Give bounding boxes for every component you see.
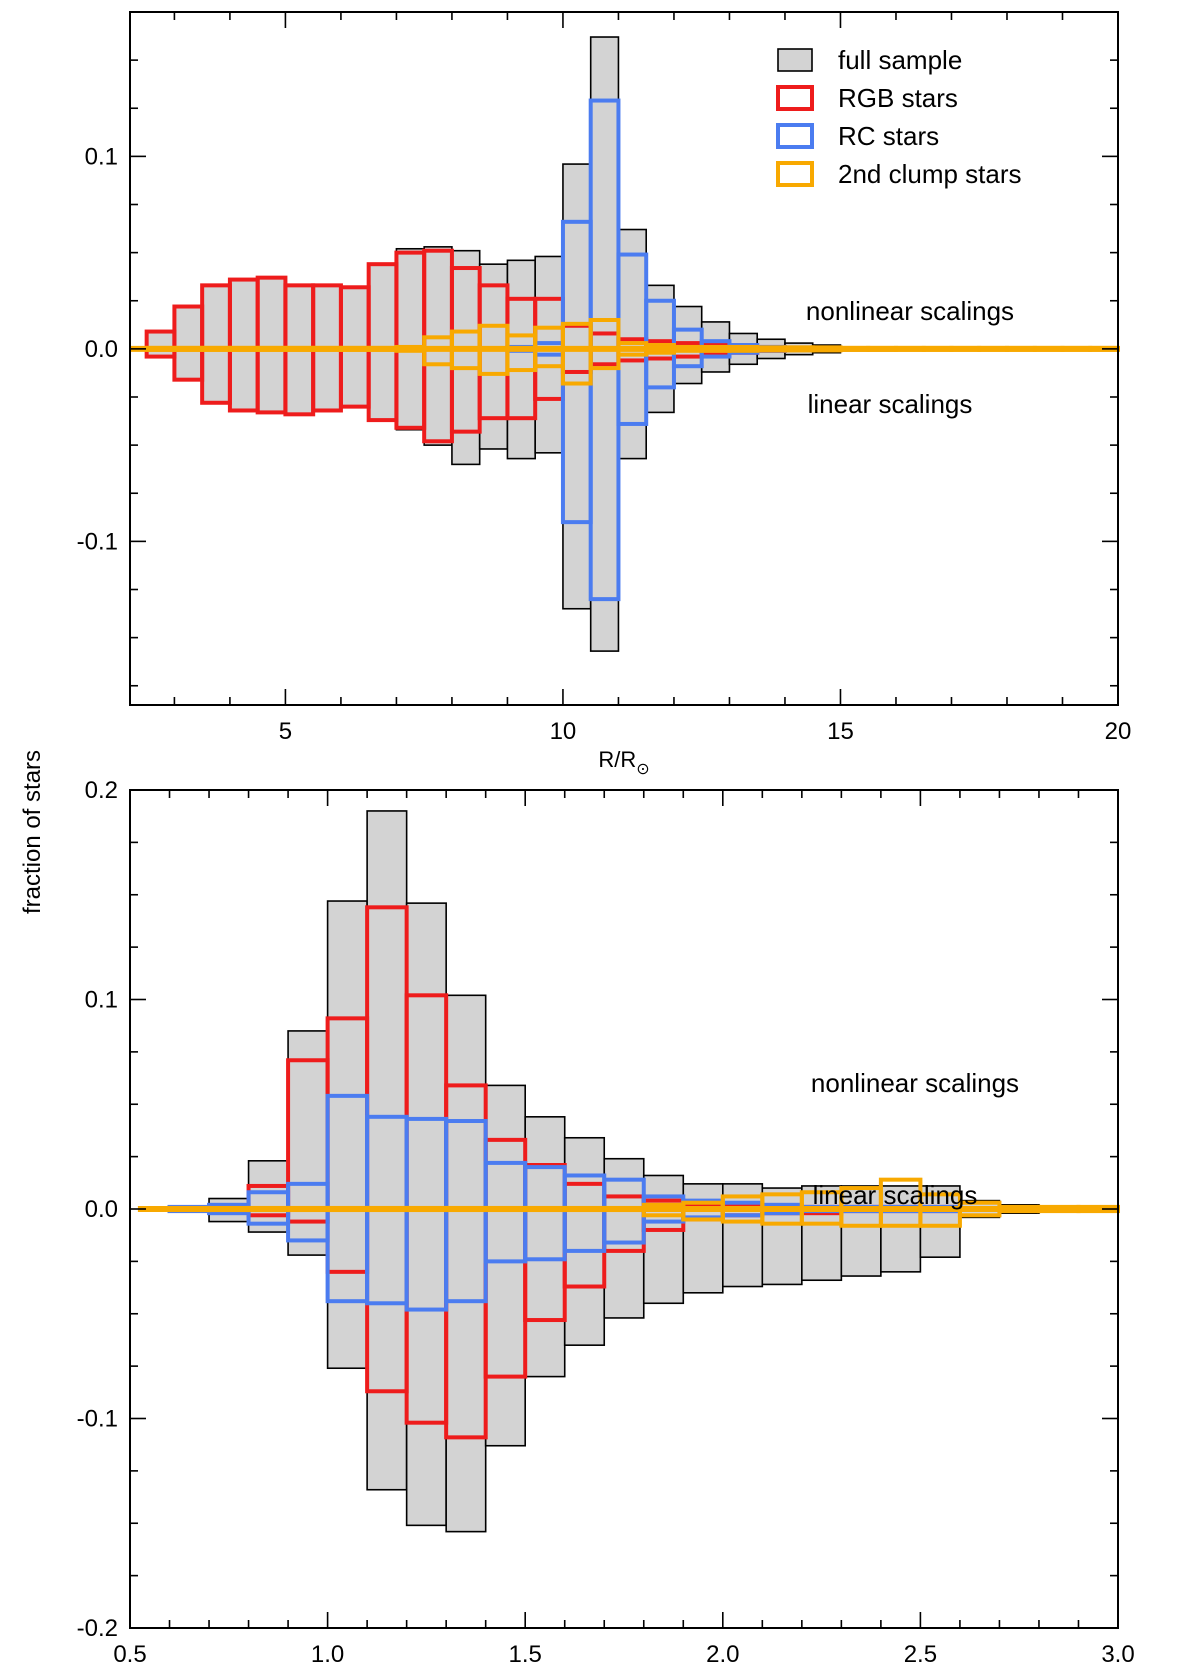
bar-full-sample-14 [721,1183,764,1288]
panel-mass-histogram: -0.2-0.10.00.10.20.51.01.52.02.53.0M/M⊙n… [77,777,1135,1665]
legend-swatch-0 [777,48,813,72]
bar-full-sample-0 [145,330,176,358]
ytick-label: -0.1 [77,1406,118,1433]
bar-full-sample-1 [173,305,203,381]
annotation-linear-mass: linear scalings [813,1180,978,1210]
bar-full-sample-11 [451,249,481,466]
bar-full-sample-12 [478,263,509,450]
shared-y-axis-label: fraction of stars [19,750,46,914]
bar-full-sample-16 [589,36,620,652]
bar-full-sample-5 [366,810,408,1491]
ytick-label: 0.0 [85,336,118,363]
bar-full-sample-2 [247,1160,289,1233]
series-2nd-clump-stars-radius [130,318,1121,386]
bar-full-sample-4 [256,276,287,414]
bar-full-sample-15 [761,1187,803,1286]
xtick-label: 20 [1105,718,1132,745]
bar-full-sample-13 [506,259,536,460]
bar-full-sample-11 [603,1157,645,1319]
legend-label-0: full sample [838,45,962,75]
xtick-label: 1.0 [311,1641,344,1665]
bar-full-sample-3 [229,278,259,412]
bar-full-sample-9 [524,1116,566,1378]
legend-swatch-2 [776,123,814,149]
ytick-label: 0.1 [85,143,118,170]
xtick-label: 0.5 [113,1641,146,1665]
bar-full-sample-9 [395,247,425,431]
series-full-sample-mass [168,810,1119,1533]
bars-radius [130,36,1121,652]
ytick-label: 0.1 [85,987,118,1014]
ytick-label: -0.2 [77,1615,118,1642]
annotation-nonlinear-mass: nonlinear scalings [811,1068,1019,1098]
panel-radius-histogram: -0.1 0.0 0.1 5 10 15 20 R/R⊙ nonlinear scalings l… [77,11,1132,778]
bar-full-sample-10 [563,1136,606,1346]
xtick-label: 10 [550,718,577,745]
legend-label-1: RGB stars [838,83,958,113]
bar-full-sample-4 [326,900,368,1370]
bar-full-sample-15 [562,163,592,610]
legend-swatch-1 [776,85,814,111]
xtick-label: 1.5 [509,1641,542,1665]
ytick-label: 0.0 [85,1196,118,1223]
x-axis-label-radius: R/R⊙ [598,747,649,778]
annotation-linear-radius: linear scalings [808,389,973,419]
bar-full-sample-2 [201,284,231,404]
legend-swatch-3 [776,161,814,187]
bars-mass [137,810,1120,1533]
ytick-label: 0.2 [85,777,118,804]
series-2nd-clump-stars-mass [137,1177,1120,1228]
annotation-nonlinear-radius: nonlinear scalings [806,296,1014,326]
xtick-label: 2.0 [706,1641,739,1665]
legend: full sample RGB stars RC stars 2nd clump st… [776,45,1022,189]
legend-label-3: 2nd clump stars [838,159,1022,189]
bar-full-sample-8 [367,263,398,421]
bar-full-sample-18 [880,1185,922,1273]
bar-full-sample-16 [801,1185,843,1282]
plot-frame-radius [129,11,1119,706]
bar-full-sample-7 [445,994,487,1533]
xtick-label: 2.5 [904,1641,937,1665]
xtick-label: 3.0 [1101,1641,1134,1665]
xtick-label: 5 [279,718,292,745]
ytick-label: -0.1 [77,528,118,555]
legend-label-2: RC stars [838,121,939,151]
xtick-label: 15 [827,718,854,745]
